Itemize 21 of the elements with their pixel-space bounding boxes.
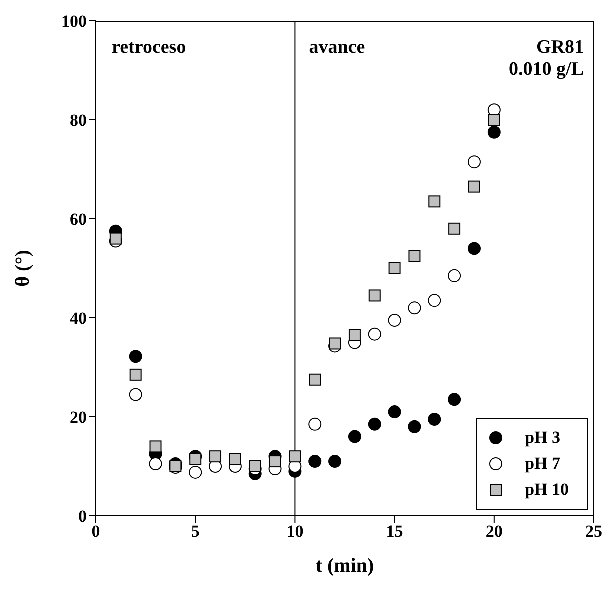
annotation: GR81 <box>536 37 584 59</box>
legend-label: pH 3 <box>525 428 560 448</box>
x-tick-label: 20 <box>486 522 503 542</box>
legend-label: pH 7 <box>525 454 560 474</box>
y-tick-label: 60 <box>70 210 87 230</box>
y-axis-title: θ (°) <box>12 250 34 287</box>
annotation: retroceso <box>112 37 186 59</box>
annotation: avance <box>309 37 366 59</box>
x-tick-label: 5 <box>191 522 200 542</box>
y-tick-label: 0 <box>78 507 87 526</box>
annotation: 0.010 g/L <box>509 59 584 81</box>
y-tick-label: 100 <box>62 12 87 32</box>
x-tick-label: 25 <box>586 522 602 542</box>
x-tick-label: 0 <box>92 522 100 542</box>
legend-label: pH 10 <box>525 480 569 500</box>
y-tick-label: 20 <box>70 408 87 428</box>
x-tick-label: 10 <box>286 522 304 542</box>
x-axis-title: t (min) <box>316 555 374 577</box>
y-tick-label: 40 <box>70 309 87 328</box>
x-tick-label: 15 <box>386 522 404 542</box>
y-tick-label: 80 <box>70 111 87 130</box>
